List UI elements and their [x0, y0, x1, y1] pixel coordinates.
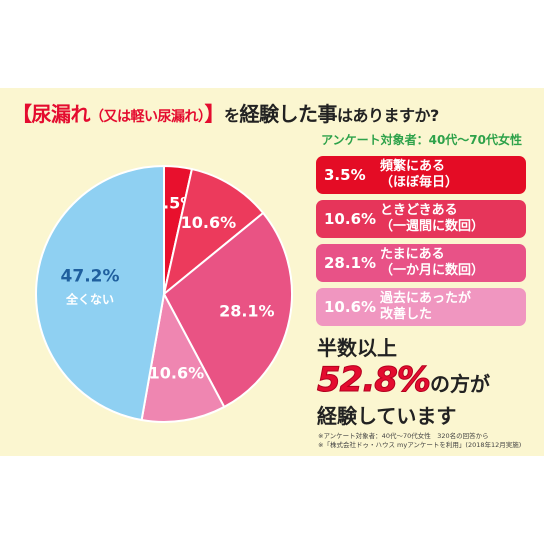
legend-label-line1: たまにある: [380, 247, 445, 262]
pie-slice-sometimes: [162, 167, 265, 297]
summary-suffix: の方が: [429, 372, 490, 396]
pie-label: 47.2%: [61, 266, 120, 286]
summary-block: 半数以上 52.8%の方が 経験しています: [317, 336, 532, 428]
summary-line3: 経験しています: [317, 404, 457, 428]
pie-slice-occasionally: [162, 211, 293, 409]
legend-pct: 3.5%: [324, 166, 366, 184]
pie-slice-never: [35, 164, 165, 422]
title-bracket-close: 】: [204, 102, 225, 126]
legend-item-sometimes: 10.6% ときどきある （一週間に数回）: [316, 200, 526, 238]
title-paren: （又は軽い尿漏れ）: [90, 109, 205, 125]
note-line2: ※「株式会社ドゥ・ハウス myアンケートを利用」(2018年12月実施): [318, 441, 522, 449]
summary-line1: 半数以上: [317, 336, 397, 360]
chart-subtitle: アンケート対象者：40代〜70代女性: [321, 133, 522, 147]
summary-big-pct: 52.8%: [317, 360, 432, 401]
legend-label-line2: 改善した: [380, 307, 433, 322]
legend-label: ときどきある （一週間に数回）: [380, 203, 484, 235]
pie-label: 10.6%: [181, 213, 237, 232]
title-wo: を: [224, 106, 240, 125]
legend-label: たまにある （一か月に数回）: [380, 247, 484, 279]
pie-slice-improved: [140, 290, 226, 423]
survey-note: ※アンケート対象者：40代〜70代女性 320名の回答から ※「株式会社ドゥ・ハ…: [318, 432, 538, 450]
title-rest: はありますか?: [337, 106, 439, 125]
legend-label-line2: （ほぼ毎日）: [380, 175, 459, 190]
legend-label: 過去にあったが 改善した: [380, 291, 471, 323]
pie-sublabel: 全くない: [65, 291, 114, 306]
legend-item-occasionally: 28.1% たまにある （一か月に数回）: [316, 244, 526, 282]
legend-pct: 28.1%: [324, 254, 377, 272]
summary-line2: 52.8%の方が: [317, 360, 532, 404]
legend-label-line2: （一週間に数回）: [380, 219, 485, 234]
legend-pct: 10.6%: [324, 210, 377, 228]
legend-label-line2: （一か月に数回）: [380, 263, 485, 278]
legend-label-line1: 頻繁にある: [380, 159, 446, 174]
legend-item-improved: 10.6% 過去にあったが 改善した: [316, 288, 526, 326]
pie-label: 10.6%: [149, 363, 205, 382]
legend-item-frequent: 3.5% 頻繁にある （ほぼ毎日）: [316, 156, 526, 194]
title-big: 経験した事: [239, 102, 338, 126]
note-line1: ※アンケート対象者：40代〜70代女性 320名の回答から: [318, 432, 489, 440]
title-main: 尿漏れ: [31, 102, 91, 126]
legend-label-line1: 過去にあったが: [380, 291, 472, 306]
pie-label: 28.1%: [219, 302, 275, 321]
legend-label-line1: ときどきある: [380, 203, 458, 218]
legend-label: 頻繁にある （ほぼ毎日）: [380, 159, 458, 191]
title-bracket-open: 【: [12, 102, 32, 126]
legend-pct: 10.6%: [324, 298, 377, 316]
chart-title: 【尿漏れ（又は軽い尿漏れ）】を経験した事はありますか?: [12, 98, 532, 130]
